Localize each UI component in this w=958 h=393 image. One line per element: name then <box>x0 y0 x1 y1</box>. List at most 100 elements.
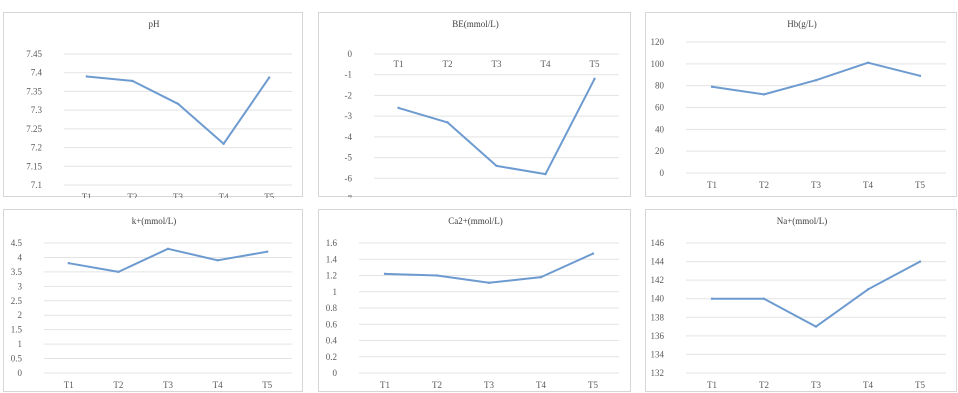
data-point <box>710 85 714 88</box>
y-tick-label: 7.35 <box>26 86 42 96</box>
x-tick-label: T4 <box>541 59 551 69</box>
series-line <box>397 77 596 176</box>
y-tick-label: -6 <box>345 173 353 183</box>
y-tick-label: 1 <box>333 287 338 297</box>
x-tick-label: T3 <box>173 192 183 198</box>
x-tick-label: T4 <box>536 380 546 390</box>
y-tick-label: 4.5 <box>11 238 23 248</box>
y-tick-label: 0 <box>660 168 665 178</box>
y-tick-label: 136 <box>651 331 665 341</box>
y-tick-label: 132 <box>651 368 665 378</box>
data-point <box>222 142 225 146</box>
x-tick-label: T1 <box>707 180 717 190</box>
y-tick-label: 146 <box>651 238 665 248</box>
y-tick-label: 0.2 <box>326 352 337 362</box>
data-point <box>762 297 766 300</box>
chart-title: Ca2+(mmol/L) <box>448 216 503 226</box>
chart-panel-be: BE(mmol/L) 0 -1 -2 -3 -4 -5 -6 -7 T1 T2 T3 T4 T5 <box>318 12 631 198</box>
y-tick-label: 0.4 <box>326 336 338 346</box>
y-tick-label: 80 <box>655 81 665 91</box>
chart-panel-k: k+(mmol/L) 0 0.5 1 1.5 2 2.5 3 3.5 4 4.5 T1 T2 T3 T4 T5 <box>3 209 303 392</box>
data-point <box>85 75 89 78</box>
x-tick-label: T4 <box>863 180 873 190</box>
chart-panel-ca: Ca2+(mmol/L) 0 0.2 0.4 0.6 0.8 1 1.2 1.4 1.6 T1 T2 T… <box>318 209 631 392</box>
data-point <box>710 297 714 300</box>
x-tick-label: T5 <box>262 380 272 390</box>
data-point <box>591 252 595 255</box>
x-tick-label: T1 <box>82 192 92 198</box>
data-point <box>487 281 491 285</box>
x-tick-label: T3 <box>492 59 502 69</box>
y-tick-label: 138 <box>651 312 665 322</box>
y-tick-label: 144 <box>651 257 665 267</box>
chart-hb: Hb(g/L) 0 20 40 60 80 100 120 T1 T2 T3 T4 T5 <box>651 19 946 190</box>
x-tick-label: T4 <box>219 192 229 198</box>
y-tick-label: 0.5 <box>11 354 23 364</box>
data-point <box>67 262 70 265</box>
y-tick-label: 60 <box>655 103 665 113</box>
data-point <box>446 121 449 124</box>
y-tick-label: 40 <box>655 124 665 134</box>
y-tick-label: -3 <box>345 111 353 121</box>
data-point <box>866 61 870 64</box>
chart-k: k+(mmol/L) 0 0.5 1 1.5 2 2.5 3 3.5 4 4.5 T1 T2 T3 T4 T5 <box>11 216 292 390</box>
series-line <box>67 247 269 273</box>
y-tick-label: -5 <box>345 153 353 163</box>
x-tick-label: T1 <box>394 59 404 69</box>
data-point <box>918 74 922 78</box>
y-tick-label: 1 <box>18 339 23 349</box>
y-tick-label: -4 <box>345 132 353 142</box>
chart-panel-ph: pH 7.1 7.15 7.2 7.25 7.3 7.35 7.4 7.45 T1 T2 T3 T4 T5 <box>3 12 303 198</box>
data-point <box>866 288 870 291</box>
data-point <box>216 259 219 262</box>
y-tick-label: 3 <box>18 281 23 291</box>
y-tick-label: 7.15 <box>26 161 42 171</box>
y-tick-label: 134 <box>651 349 665 359</box>
y-tick-label: 7.1 <box>31 180 42 190</box>
chart-be: BE(mmol/L) 0 -1 -2 -3 -4 -5 -6 -7 T1 T2 T3 T4 T5 <box>345 19 619 198</box>
y-tick-label: -7 <box>345 194 353 198</box>
data-point <box>383 272 387 276</box>
y-tick-label: -1 <box>345 70 353 80</box>
y-tick-label: 100 <box>651 59 665 69</box>
x-tick-label: T5 <box>264 192 274 198</box>
chart-ca: Ca2+(mmol/L) 0 0.2 0.4 0.6 0.8 1 1.2 1.4 1.6 T1 T2 T… <box>326 216 619 390</box>
chart-ph: pH 7.1 7.15 7.2 7.25 7.3 7.35 7.4 7.45 T1 T2 T3 T4 T5 <box>26 19 292 198</box>
x-tick-label: T2 <box>759 380 769 390</box>
data-point <box>131 79 134 83</box>
chart-title: pH <box>149 19 161 29</box>
data-point <box>495 164 498 168</box>
data-point <box>539 275 543 279</box>
y-tick-label: 0 <box>333 368 338 378</box>
x-tick-label: T5 <box>915 380 925 390</box>
chart-title: Hb(g/L) <box>787 19 817 29</box>
y-tick-label: 142 <box>651 275 665 285</box>
y-tick-label: 0 <box>18 368 23 378</box>
x-tick-label: T1 <box>707 380 717 390</box>
data-point <box>268 76 271 79</box>
x-tick-label: T2 <box>432 380 442 390</box>
data-point <box>593 77 596 81</box>
y-tick-label: 7.25 <box>26 124 42 134</box>
x-tick-label: T4 <box>213 380 223 390</box>
chart-na: Na+(mmol/L) 132 134 136 138 140 142 144 146 T1 T2 T… <box>651 216 946 390</box>
data-point <box>176 102 180 105</box>
data-point <box>814 79 818 82</box>
y-tick-label: 7.4 <box>31 68 43 78</box>
x-tick-label: T2 <box>113 380 123 390</box>
x-tick-label: T5 <box>590 59 600 69</box>
x-tick-label: T1 <box>64 380 74 390</box>
series-line <box>384 252 594 284</box>
data-point <box>397 106 400 110</box>
x-tick-label: T2 <box>127 192 137 198</box>
y-tick-label: 140 <box>651 294 665 304</box>
data-point <box>762 93 766 96</box>
y-tick-label: 1.4 <box>326 254 338 264</box>
chart-title: k+(mmol/L) <box>132 216 177 226</box>
data-point <box>166 247 170 250</box>
x-tick-label: T4 <box>863 380 873 390</box>
chart-title: Na+(mmol/L) <box>777 216 828 226</box>
x-tick-label: T2 <box>443 59 453 69</box>
x-tick-label: T3 <box>163 380 173 390</box>
y-tick-label: 7.2 <box>31 143 42 153</box>
